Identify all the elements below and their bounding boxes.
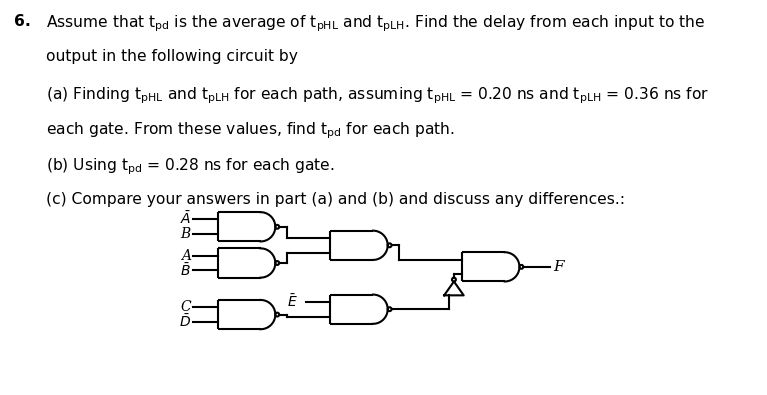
Text: 6.: 6. <box>14 14 31 29</box>
Text: C: C <box>180 300 191 314</box>
Text: $\bar{A}$: $\bar{A}$ <box>179 210 191 227</box>
Text: $\bar{B}$: $\bar{B}$ <box>180 262 191 279</box>
Text: (c) Compare your answers in part (a) and (b) and discuss any differences.:: (c) Compare your answers in part (a) and… <box>46 192 625 207</box>
Text: Assume that t$_{\mathregular{pd}}$ is the average of t$_{\mathregular{pHL}}$ and: Assume that t$_{\mathregular{pd}}$ is th… <box>46 14 706 34</box>
Text: F: F <box>553 260 564 274</box>
Text: $\bar{E}$: $\bar{E}$ <box>287 293 298 310</box>
Text: each gate. From these values, find t$_{\mathregular{pd}}$ for each path.: each gate. From these values, find t$_{\… <box>46 120 455 141</box>
Text: $\bar{D}$: $\bar{D}$ <box>179 314 191 330</box>
Text: (a) Finding t$_{\mathregular{pHL}}$ and t$_{\mathregular{pLH}}$ for each path, a: (a) Finding t$_{\mathregular{pHL}}$ and … <box>46 85 709 105</box>
Text: B: B <box>180 227 191 241</box>
Text: output in the following circuit by: output in the following circuit by <box>46 49 298 64</box>
Text: A: A <box>181 249 191 263</box>
Text: (b) Using t$_{\mathregular{pd}}$ = 0.28 ns for each gate.: (b) Using t$_{\mathregular{pd}}$ = 0.28 … <box>46 156 334 177</box>
